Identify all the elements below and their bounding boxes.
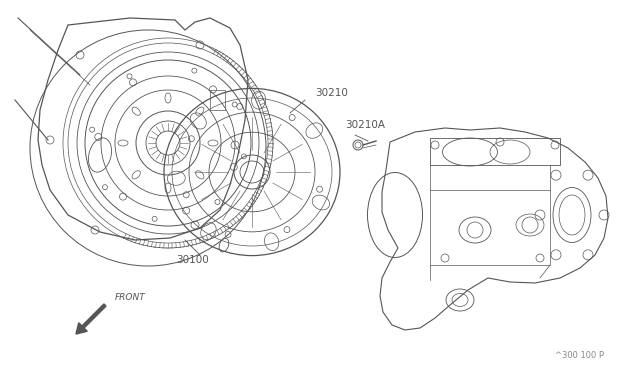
Text: 30210: 30210	[315, 88, 348, 98]
Text: FRONT: FRONT	[115, 293, 146, 302]
FancyArrow shape	[76, 304, 106, 334]
Text: 30210A: 30210A	[345, 120, 385, 130]
Text: ^300 100 P: ^300 100 P	[555, 351, 604, 360]
Text: 30100: 30100	[177, 255, 209, 265]
